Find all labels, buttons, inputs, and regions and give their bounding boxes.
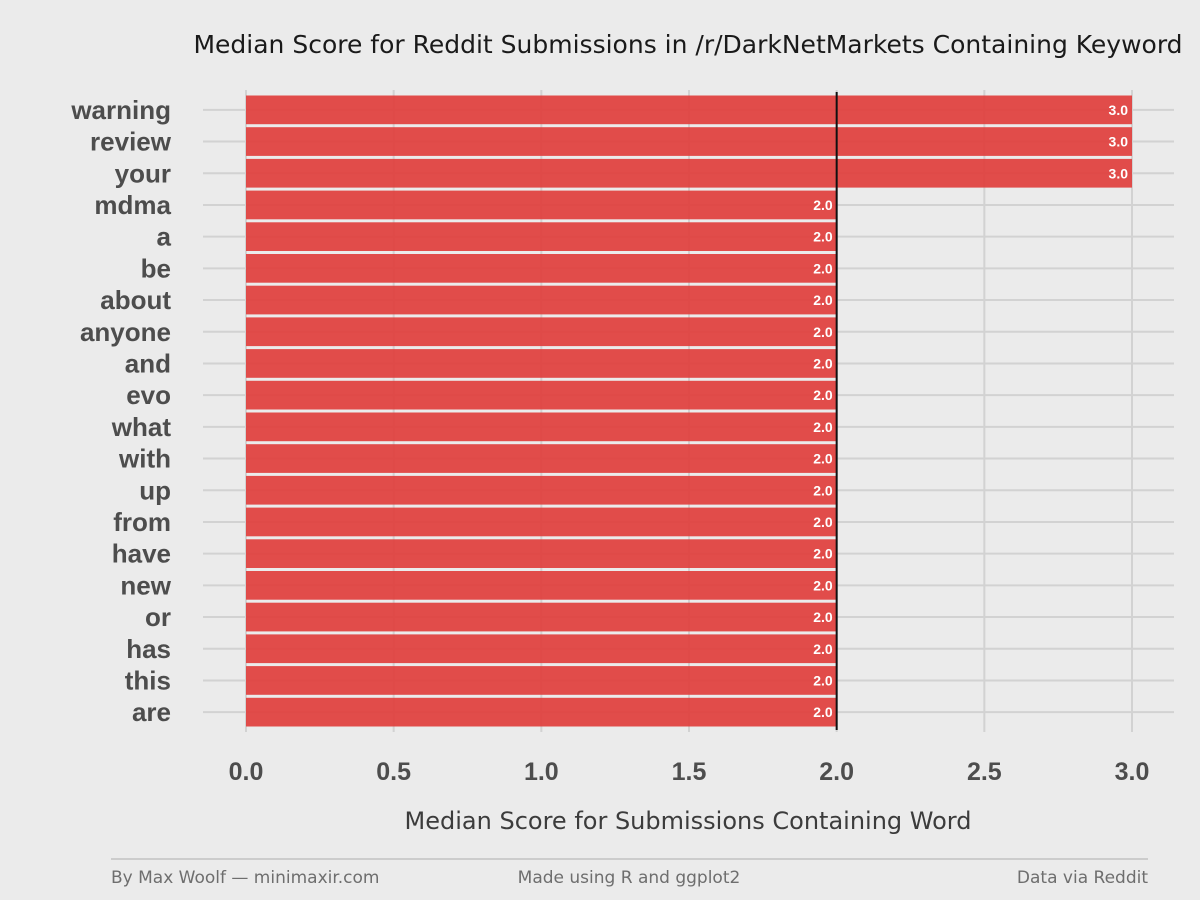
y-category-label: what	[111, 412, 172, 442]
bar	[246, 539, 837, 568]
bar-value-label: 2.0	[813, 324, 833, 340]
bar	[246, 190, 837, 220]
x-tick-label: 3.0	[1115, 758, 1150, 786]
bar-value-label: 2.0	[813, 451, 833, 467]
y-category-label: up	[139, 475, 171, 505]
footer-credit: By Max Woolf — minimaxir.com	[111, 868, 380, 888]
bar	[246, 475, 837, 505]
bar	[246, 95, 1132, 125]
x-tick-label: 0.5	[376, 758, 411, 786]
bar-value-label: 3.0	[1109, 102, 1129, 118]
y-category-label: have	[112, 539, 171, 569]
bar	[246, 634, 837, 664]
x-axis-title: Median Score for Submissions Containing …	[405, 807, 972, 835]
y-category-label: has	[126, 634, 171, 664]
bar	[246, 571, 837, 600]
y-category-label: warning	[70, 95, 171, 125]
bars-layer: 3.0 3.0 3.0 2.0 2.0 2.0 2.0 2.0 2.0 2.0 2.0 2.0 2.0 2…	[246, 95, 1132, 727]
x-tick-label: 1.5	[672, 758, 707, 786]
y-category-label: with	[118, 444, 171, 474]
bar-value-label: 2.0	[813, 419, 833, 435]
y-category-label: or	[145, 602, 171, 632]
y-category-label: new	[120, 570, 171, 600]
y-category-label: review	[90, 127, 172, 157]
bar	[246, 380, 837, 410]
bar	[246, 697, 837, 727]
y-axis-labels: warningreviewyourmdmaabeaboutanyoneandev…	[70, 95, 171, 727]
bar-value-label: 2.0	[813, 197, 833, 213]
y-category-label: a	[157, 222, 172, 252]
y-category-label: anyone	[80, 317, 171, 347]
footer-tools: Made using R and ggplot2	[518, 868, 741, 888]
y-category-label: evo	[126, 380, 171, 410]
bar	[246, 317, 837, 347]
bar-value-label: 2.0	[813, 229, 833, 245]
chart-title: Median Score for Reddit Submissions in /…	[193, 30, 1182, 59]
bar	[246, 602, 837, 632]
x-tick-label: 1.0	[524, 758, 559, 786]
bar-value-label: 2.0	[813, 704, 833, 720]
bar	[246, 158, 1132, 188]
y-category-label: mdma	[94, 190, 171, 220]
bar-value-label: 2.0	[813, 292, 833, 308]
x-tick-label: 0.0	[229, 758, 264, 786]
bar-value-label: 2.0	[813, 355, 833, 371]
bar-value-label: 3.0	[1109, 165, 1129, 181]
x-tick-label: 2.0	[819, 758, 854, 786]
bar-value-label: 2.0	[813, 514, 833, 530]
y-category-label: be	[141, 253, 171, 283]
bar	[246, 666, 837, 695]
x-tick-label: 2.5	[967, 758, 1002, 786]
bar-value-label: 2.0	[813, 672, 833, 688]
bar-value-label: 2.0	[813, 260, 833, 276]
bar	[246, 412, 837, 442]
bar-value-label: 2.0	[813, 641, 833, 657]
bar	[246, 444, 837, 473]
bar	[246, 507, 837, 537]
y-category-label: are	[132, 697, 171, 727]
x-axis-ticks: 0.0 0.5 1.0 1.5 2.0 2.5 3.0	[229, 758, 1150, 786]
bar	[246, 285, 837, 315]
y-category-label: from	[113, 507, 171, 537]
footer-source: Data via Reddit	[1017, 868, 1148, 888]
y-category-label: and	[125, 348, 171, 378]
bar-value-label: 3.0	[1109, 134, 1129, 150]
bar-value-label: 2.0	[813, 546, 833, 562]
bar	[246, 222, 837, 251]
bar-value-label: 2.0	[813, 387, 833, 403]
y-category-label: about	[100, 285, 171, 315]
bar	[246, 254, 837, 283]
y-category-label: your	[115, 158, 171, 188]
bar-value-label: 2.0	[813, 577, 833, 593]
bar	[246, 349, 837, 378]
bar	[246, 127, 1132, 156]
bar-value-label: 2.0	[813, 609, 833, 625]
bar-value-label: 2.0	[813, 482, 833, 498]
y-category-label: this	[125, 665, 171, 695]
